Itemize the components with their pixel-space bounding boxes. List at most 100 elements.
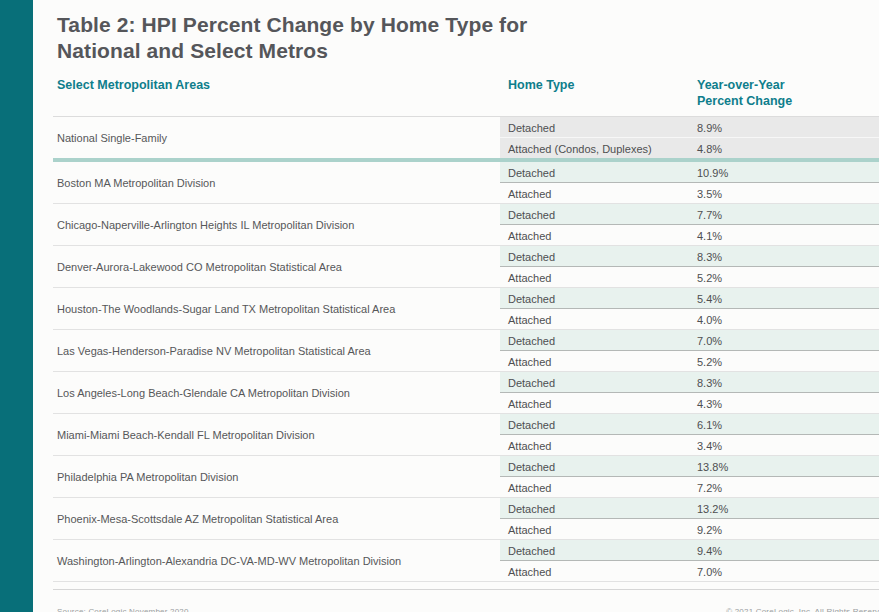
yoy-value: 4.0% (695, 313, 879, 326)
detached-row: Detached 13.8% (500, 456, 879, 477)
table-row: Las Vegas-Henderson-Paradise NV Metropol… (53, 330, 879, 372)
home-type-label: Detached (500, 376, 695, 389)
yoy-value: 7.7% (695, 208, 879, 221)
table-row: Houston-The Woodlands-Sugar Land TX Metr… (53, 288, 879, 330)
home-type-label: Attached (500, 523, 695, 536)
yoy-value: 7.0% (695, 565, 879, 578)
yoy-value: 13.8% (695, 460, 879, 473)
left-accent-bar (0, 0, 33, 612)
detached-row: Detached 5.4% (500, 288, 879, 309)
detached-row: Detached 8.9% (500, 117, 879, 138)
detached-row: Detached 7.0% (500, 330, 879, 351)
page-title: Table 2: HPI Percent Change by Home Type… (53, 12, 557, 64)
yoy-value: 10.9% (695, 166, 879, 179)
home-type-label: Detached (500, 166, 695, 179)
yoy-value: 13.2% (695, 502, 879, 515)
home-type-label: Detached (500, 502, 695, 515)
yoy-value: 7.0% (695, 334, 879, 347)
metro-area-name: Washington-Arlington-Alexandria DC-VA-MD… (53, 540, 500, 581)
attached-row: Attached 7.2% (500, 477, 879, 497)
metro-area-name: Houston-The Woodlands-Sugar Land TX Metr… (53, 288, 500, 329)
table-row-national: National Single-Family Detached 8.9% Att… (53, 117, 879, 158)
metro-area-name: Philadelphia PA Metropolitan Division (53, 456, 500, 497)
metro-area-name: Los Angeles-Long Beach-Glendale CA Metro… (53, 372, 500, 413)
yoy-value: 8.3% (695, 250, 879, 263)
hpi-table: Select Metropolitan Areas Home Type Year… (53, 77, 879, 582)
table-row: Phoenix-Mesa-Scottsdale AZ Metropolitan … (53, 498, 879, 540)
yoy-value: 4.1% (695, 229, 879, 242)
metro-area-name: Denver-Aurora-Lakewood CO Metropolitan S… (53, 246, 500, 287)
home-type-label: Attached (500, 355, 695, 368)
detached-row: Detached 8.3% (500, 246, 879, 267)
home-type-label: Attached (500, 271, 695, 284)
yoy-header-line2: Percent Change (697, 93, 879, 109)
attached-row: Attached 7.0% (500, 561, 879, 581)
yoy-value: 7.2% (695, 481, 879, 494)
column-header-metro-areas: Select Metropolitan Areas (53, 77, 500, 93)
home-type-label: Attached (500, 229, 695, 242)
metro-area-name: Chicago-Naperville-Arlington Heights IL … (53, 204, 500, 245)
column-header-home-type: Home Type (500, 77, 695, 93)
table-header-row: Select Metropolitan Areas Home Type Year… (53, 77, 879, 117)
attached-row: Attached (Condos, Duplexes) 4.8% (500, 138, 879, 158)
table-row: Philadelphia PA Metropolitan Division De… (53, 456, 879, 498)
page-footer: Source: CoreLogic November 2020 © 2021 C… (53, 589, 879, 612)
yoy-value: 3.5% (695, 187, 879, 200)
yoy-value: 4.8% (695, 142, 879, 155)
yoy-value: 8.3% (695, 376, 879, 389)
attached-row: Attached 5.2% (500, 267, 879, 287)
detached-row: Detached 13.2% (500, 498, 879, 519)
table-row: Los Angeles-Long Beach-Glendale CA Metro… (53, 372, 879, 414)
metro-area-name: Phoenix-Mesa-Scottsdale AZ Metropolitan … (53, 498, 500, 539)
copyright-note: © 2021 CoreLogic, Inc. All Rights Reserv… (726, 607, 879, 612)
table-row: Denver-Aurora-Lakewood CO Metropolitan S… (53, 246, 879, 288)
metro-area-name: Boston MA Metropolitan Division (53, 162, 500, 203)
table-row: Miami-Miami Beach-Kendall FL Metropolita… (53, 414, 879, 456)
home-type-label: Detached (500, 544, 695, 557)
detached-row: Detached 10.9% (500, 162, 879, 183)
attached-row: Attached 3.5% (500, 183, 879, 203)
home-type-label: Detached (500, 334, 695, 347)
yoy-value: 3.4% (695, 439, 879, 452)
yoy-value: 9.4% (695, 544, 879, 557)
yoy-value: 9.2% (695, 523, 879, 536)
yoy-value: 5.2% (695, 355, 879, 368)
home-type-label: Attached (500, 481, 695, 494)
attached-row: Attached 9.2% (500, 519, 879, 539)
table-row: Chicago-Naperville-Arlington Heights IL … (53, 204, 879, 246)
yoy-value: 6.1% (695, 418, 879, 431)
report-page: Table 2: HPI Percent Change by Home Type… (53, 0, 879, 612)
source-note: Source: CoreLogic November 2020 (53, 607, 189, 612)
yoy-value: 8.9% (695, 121, 879, 134)
home-type-label: Detached (500, 121, 695, 134)
attached-row: Attached 4.0% (500, 309, 879, 329)
detached-row: Detached 6.1% (500, 414, 879, 435)
metro-rows-container: Boston MA Metropolitan Division Detached… (53, 162, 879, 582)
attached-row: Attached 4.1% (500, 225, 879, 245)
metro-area-name: Las Vegas-Henderson-Paradise NV Metropol… (53, 330, 500, 371)
detached-row: Detached 9.4% (500, 540, 879, 561)
home-type-label: Detached (500, 208, 695, 221)
home-type-label: Attached (Condos, Duplexes) (500, 142, 695, 155)
attached-row: Attached 4.3% (500, 393, 879, 413)
home-type-label: Attached (500, 187, 695, 200)
home-type-label: Attached (500, 397, 695, 410)
detached-row: Detached 8.3% (500, 372, 879, 393)
detached-row: Detached 7.7% (500, 204, 879, 225)
home-type-label: Detached (500, 460, 695, 473)
yoy-header-line1: Year-over-Year (697, 77, 879, 93)
metro-area-name: National Single-Family (53, 117, 500, 158)
yoy-value: 4.3% (695, 397, 879, 410)
home-type-label: Attached (500, 565, 695, 578)
home-type-label: Detached (500, 292, 695, 305)
home-type-label: Attached (500, 313, 695, 326)
home-type-label: Attached (500, 439, 695, 452)
attached-row: Attached 5.2% (500, 351, 879, 371)
metro-area-name: Miami-Miami Beach-Kendall FL Metropolita… (53, 414, 500, 455)
table-row: Washington-Arlington-Alexandria DC-VA-MD… (53, 540, 879, 582)
yoy-value: 5.2% (695, 271, 879, 284)
home-type-label: Detached (500, 418, 695, 431)
attached-row: Attached 3.4% (500, 435, 879, 455)
home-type-label: Detached (500, 250, 695, 263)
yoy-value: 5.4% (695, 292, 879, 305)
